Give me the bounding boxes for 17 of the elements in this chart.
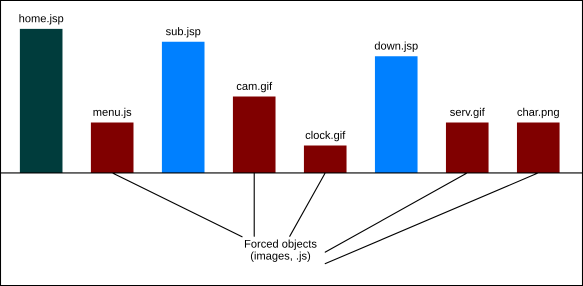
bar: [446, 122, 489, 173]
x-tick-label: cam.gif: [236, 82, 272, 92]
x-tick-label: serv.gif: [450, 108, 485, 118]
x-tick-label: home.jsp: [19, 14, 64, 24]
bar: [162, 42, 205, 173]
x-tick-label: sub.jsp: [166, 27, 200, 38]
bar: [516, 122, 560, 173]
bar: [374, 56, 418, 173]
annotation: Forced objects (images, .js): [244, 240, 317, 262]
x-tick-label: char.png: [517, 108, 559, 118]
x-tick-label: down.jsp: [374, 42, 418, 52]
x-tick-label: menu.js: [93, 108, 132, 118]
x-tick-label: clock.gif: [306, 130, 346, 142]
bar: [304, 146, 347, 173]
bar: [232, 96, 276, 173]
bar: [20, 28, 62, 173]
bar: [90, 122, 134, 173]
